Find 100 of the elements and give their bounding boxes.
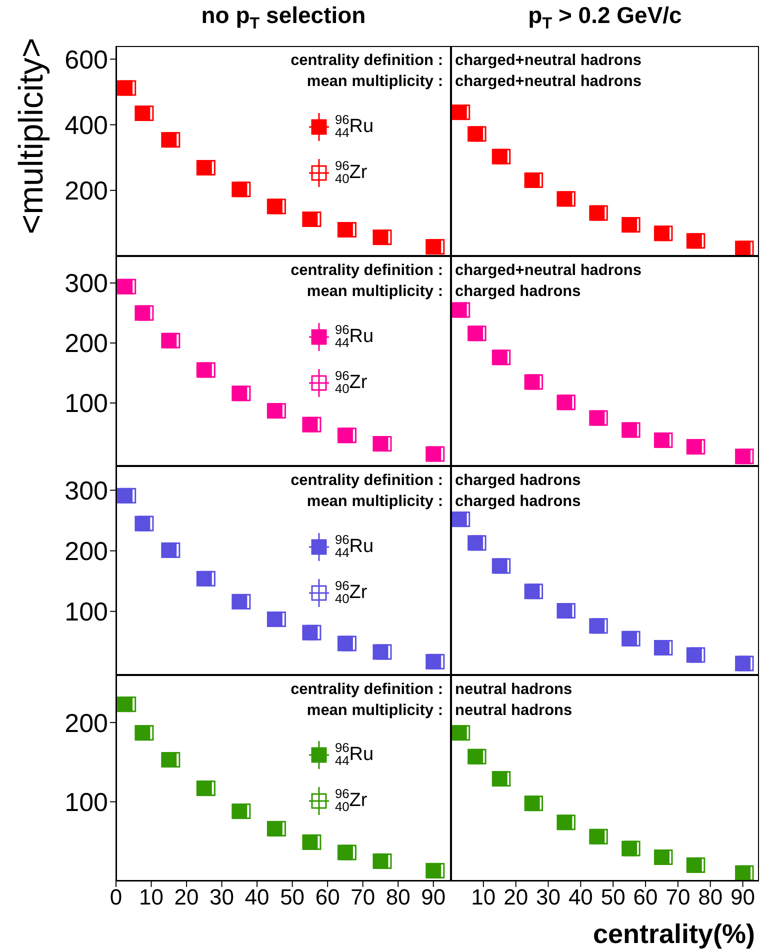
point: [302, 834, 318, 850]
y-tick-label: 200: [64, 328, 108, 358]
annotation: charged hadrons: [455, 493, 581, 511]
point: [735, 656, 751, 672]
annotation: centrality definition :: [290, 472, 443, 490]
point: [372, 230, 388, 246]
point: [654, 640, 670, 656]
x-tick-label: 20: [174, 884, 199, 910]
point: [735, 865, 751, 881]
x-tick-label: 70: [666, 884, 690, 910]
x-tick-label: 50: [280, 884, 305, 910]
y-tick-label: 400: [64, 110, 108, 140]
point: [524, 796, 540, 812]
point: [556, 394, 572, 410]
point: [232, 386, 248, 402]
x-tick-label: 80: [386, 884, 410, 910]
annotation: mean multiplicity :: [306, 73, 443, 91]
point: [302, 416, 318, 432]
annotation: charged+neutral hadrons: [455, 52, 642, 70]
point: [426, 654, 442, 670]
point: [161, 542, 177, 558]
point: [589, 828, 605, 844]
y-tick-label: 100: [64, 596, 108, 627]
annotation: charged hadrons: [455, 472, 581, 490]
point: [622, 422, 638, 438]
y-axis-title: <multiplicity>: [12, 38, 50, 234]
point: [686, 439, 702, 455]
x-tick-label: 90: [421, 884, 446, 910]
point: [735, 240, 751, 256]
point: [589, 618, 605, 634]
point: [524, 584, 540, 600]
point: [426, 862, 442, 878]
point: [117, 696, 133, 712]
x-tick-label: 30: [210, 884, 234, 910]
point: [196, 780, 212, 796]
point: [654, 432, 670, 448]
x-tick-label: 80: [698, 884, 723, 910]
point: [196, 362, 212, 378]
point: [492, 558, 508, 574]
annotation: centrality definition :: [290, 262, 443, 280]
y-tick-label: 300: [64, 268, 108, 298]
x-tick-label: 60: [315, 884, 340, 910]
point: [524, 374, 540, 390]
point: [492, 771, 508, 787]
annotation: centrality definition :: [290, 681, 443, 699]
point: [686, 647, 702, 663]
annotation: charged+neutral hadrons: [455, 262, 642, 280]
point: [266, 198, 282, 214]
point: [686, 233, 702, 249]
point: [468, 126, 484, 142]
point: [134, 305, 150, 321]
point: [117, 278, 133, 294]
point: [654, 849, 670, 865]
point: [589, 410, 605, 426]
point: [266, 612, 282, 628]
y-tick-label: 100: [64, 388, 108, 418]
point: [337, 844, 353, 860]
x-tick-label: 10: [139, 884, 164, 910]
point: [492, 350, 508, 366]
point: [622, 630, 638, 646]
point: [337, 428, 353, 444]
point: [232, 182, 248, 198]
y-tick-label: 200: [64, 176, 108, 206]
y-tick-label: 100: [64, 787, 108, 817]
point: [196, 570, 212, 586]
annotation: charged+neutral hadrons: [455, 73, 642, 91]
point: [451, 725, 467, 741]
annotation: mean multiplicity :: [306, 702, 443, 720]
x-tick-label: 20: [504, 884, 528, 910]
annotation: centrality definition :: [290, 52, 443, 70]
point: [337, 636, 353, 652]
x-tick-label: 40: [568, 884, 593, 910]
point: [161, 132, 177, 148]
point: [134, 725, 150, 741]
point: [492, 148, 508, 164]
x-tick-label: 40: [244, 884, 270, 910]
point: [426, 239, 442, 255]
point: [654, 226, 670, 242]
x-tick-label: 10: [471, 884, 496, 910]
annotation: mean multiplicity :: [306, 493, 443, 511]
point: [117, 80, 133, 96]
point: [556, 603, 572, 619]
point: [451, 512, 467, 528]
point: [117, 488, 133, 504]
y-tick-label: 200: [64, 536, 108, 566]
point: [232, 804, 248, 820]
chart-title: p$_{T}$ > 0.2 GeV/c: [528, 2, 682, 33]
annotation: neutral hadrons: [455, 681, 572, 699]
point: [372, 644, 388, 660]
point: [556, 814, 572, 830]
point: [302, 212, 318, 227]
point: [161, 752, 177, 768]
point: [468, 535, 484, 551]
x-tick-label: 0: [110, 884, 122, 910]
annotation: charged hadrons: [455, 283, 581, 301]
point: [468, 326, 484, 342]
point: [302, 624, 318, 640]
point: [622, 217, 638, 233]
y-tick-label: 200: [64, 708, 108, 738]
point: [556, 191, 572, 207]
